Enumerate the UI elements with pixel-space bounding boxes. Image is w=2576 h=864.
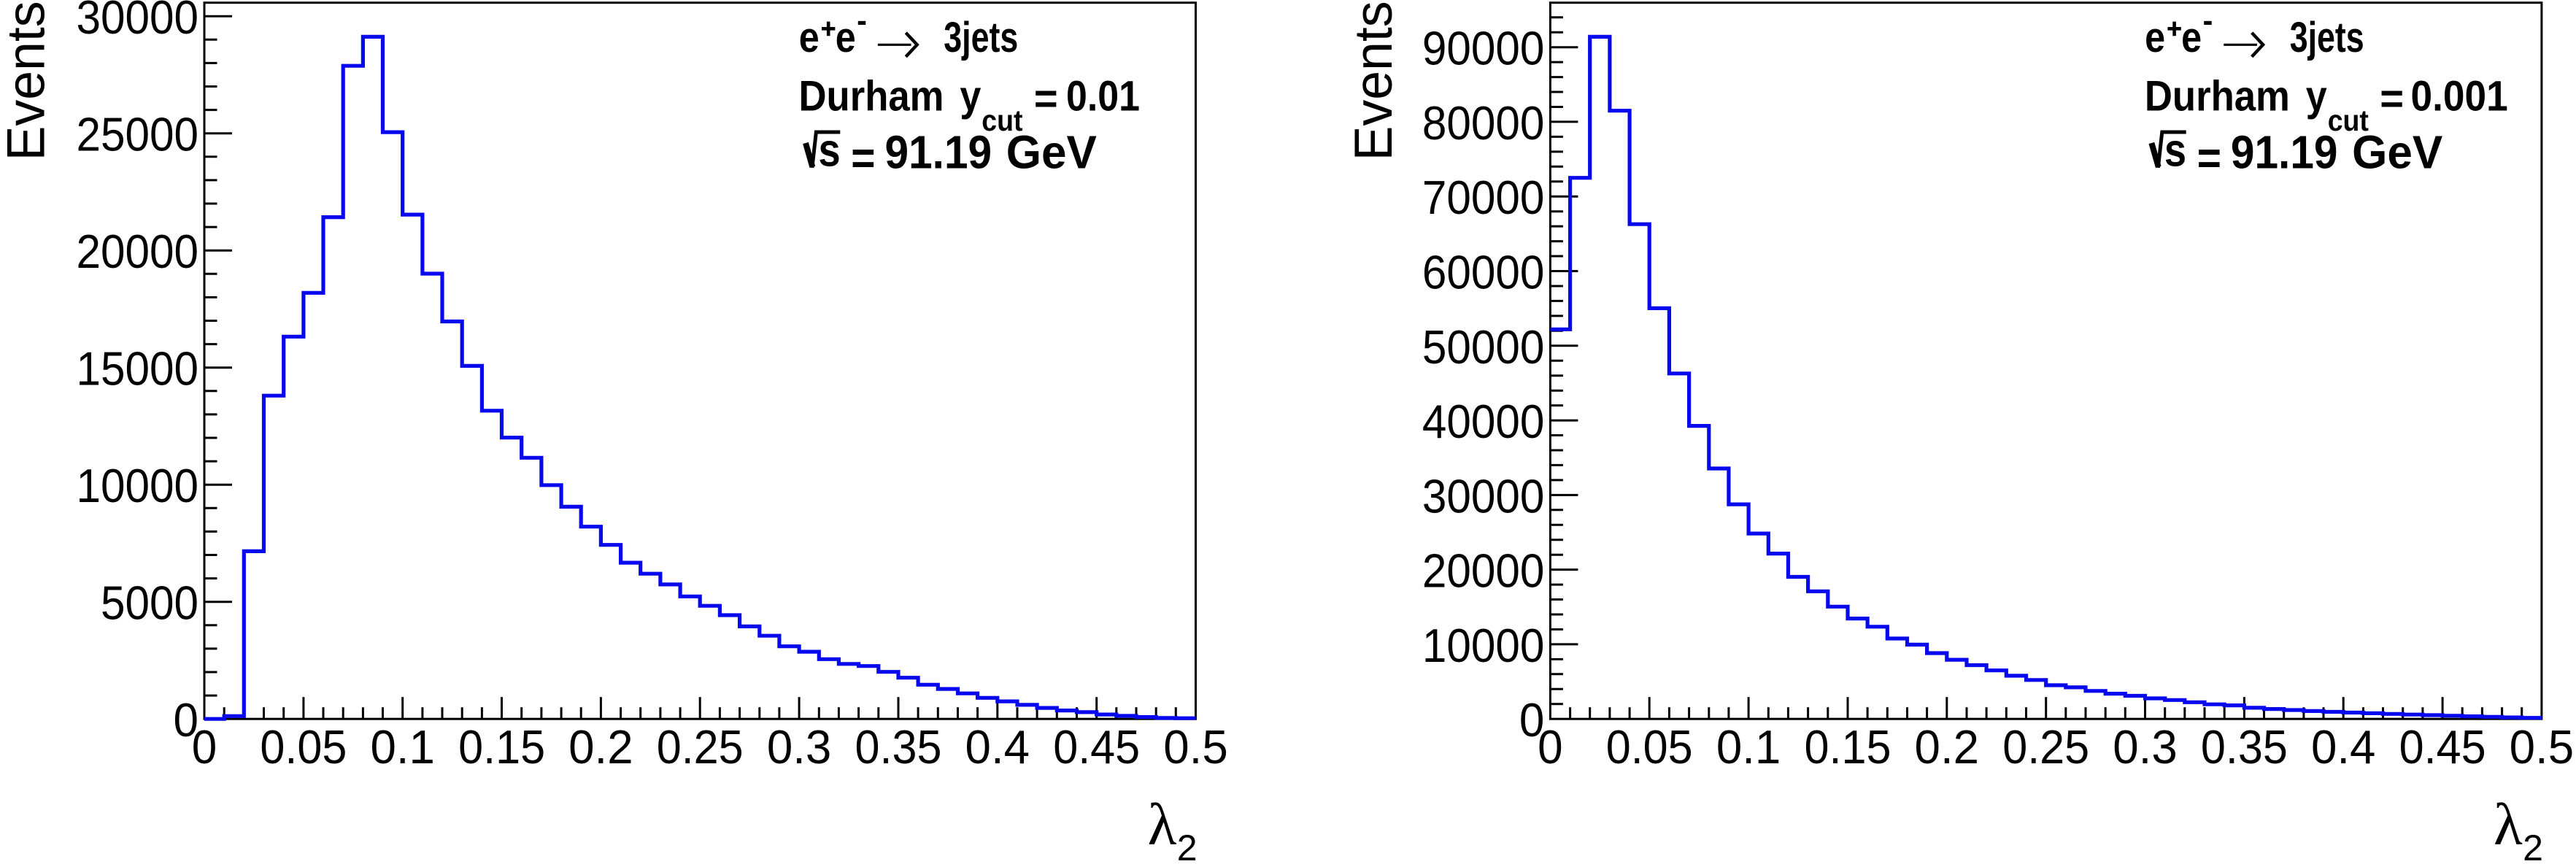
svg-text:2: 2 [2523, 828, 2543, 860]
svg-text:Events: Events [0, 1, 56, 161]
svg-text:0.05: 0.05 [260, 720, 347, 774]
svg-text:GeV: GeV [2352, 126, 2443, 179]
svg-text:40000: 40000 [1422, 395, 1545, 448]
svg-text:25000: 25000 [77, 108, 199, 161]
svg-text:0.5: 0.5 [2510, 720, 2575, 774]
svg-text:0.4: 0.4 [2311, 720, 2376, 774]
svg-text:=: = [2380, 75, 2404, 123]
svg-text:0: 0 [1538, 720, 1563, 774]
svg-text:20000: 20000 [77, 225, 199, 278]
svg-text:50000: 50000 [1422, 320, 1545, 374]
svg-text:0: 0 [192, 720, 217, 774]
svg-text:0.45: 0.45 [2399, 720, 2486, 774]
svg-text:s: s [819, 124, 841, 177]
svg-text:0.4: 0.4 [965, 720, 1030, 774]
svg-text:91.19: 91.19 [885, 126, 992, 179]
svg-text:0.05: 0.05 [1606, 720, 1693, 774]
svg-text:e: e [799, 14, 820, 61]
svg-text:0.35: 0.35 [2201, 720, 2288, 774]
svg-text:0.25: 0.25 [2002, 720, 2089, 774]
svg-text:0.01: 0.01 [1066, 73, 1140, 120]
svg-text:0.15: 0.15 [458, 720, 545, 774]
svg-text:λ: λ [2494, 791, 2523, 857]
svg-text:15000: 15000 [77, 342, 199, 396]
svg-text:30000: 30000 [1422, 469, 1545, 522]
svg-text:e: e [836, 14, 856, 61]
svg-text:20000: 20000 [1422, 544, 1545, 598]
svg-text:y: y [960, 73, 981, 120]
svg-text:cut: cut [2328, 104, 2369, 137]
svg-text:30000: 30000 [77, 0, 199, 44]
svg-text:0.2: 0.2 [1915, 720, 1980, 774]
svg-text:0: 0 [174, 693, 199, 747]
svg-text:Durham: Durham [799, 73, 944, 120]
svg-text:0: 0 [1519, 693, 1545, 747]
svg-text:3jets: 3jets [2290, 14, 2364, 61]
svg-text:60000: 60000 [1422, 246, 1545, 299]
svg-text:Events: Events [1344, 1, 1403, 161]
svg-text:3jets: 3jets [944, 14, 1018, 61]
svg-text:0.3: 0.3 [2113, 720, 2178, 774]
svg-text:e: e [2181, 14, 2202, 61]
svg-text:cut: cut [982, 104, 1023, 137]
svg-text:0.1: 0.1 [1716, 720, 1781, 774]
svg-text:0.25: 0.25 [657, 720, 744, 774]
svg-text:10000: 10000 [1422, 619, 1545, 672]
svg-text:0.5: 0.5 [1163, 720, 1228, 774]
svg-text:=: = [1034, 75, 1058, 123]
svg-text:70000: 70000 [1422, 171, 1545, 224]
svg-text:10000: 10000 [77, 459, 199, 512]
svg-text:0.001: 0.001 [2411, 73, 2508, 120]
svg-text:90000: 90000 [1422, 22, 1545, 75]
svg-text:0.35: 0.35 [855, 720, 942, 774]
svg-text:91.19: 91.19 [2231, 126, 2338, 179]
svg-text:e: e [2145, 14, 2165, 61]
svg-text:0.15: 0.15 [1805, 720, 1891, 774]
svg-text:s: s [2164, 124, 2186, 177]
svg-text:0.45: 0.45 [1053, 720, 1140, 774]
svg-text:80000: 80000 [1422, 96, 1545, 150]
svg-text:0.2: 0.2 [568, 720, 633, 774]
svg-text:GeV: GeV [1006, 126, 1098, 179]
svg-text:=: = [2197, 131, 2221, 184]
svg-text:5000: 5000 [101, 576, 198, 630]
svg-text:Durham: Durham [2145, 73, 2290, 120]
svg-text:y: y [2306, 73, 2327, 120]
svg-text:0.1: 0.1 [370, 720, 435, 774]
svg-text:λ: λ [1148, 791, 1177, 857]
svg-text:=: = [851, 131, 875, 184]
svg-text:0.3: 0.3 [767, 720, 832, 774]
svg-text:2: 2 [1177, 828, 1198, 860]
